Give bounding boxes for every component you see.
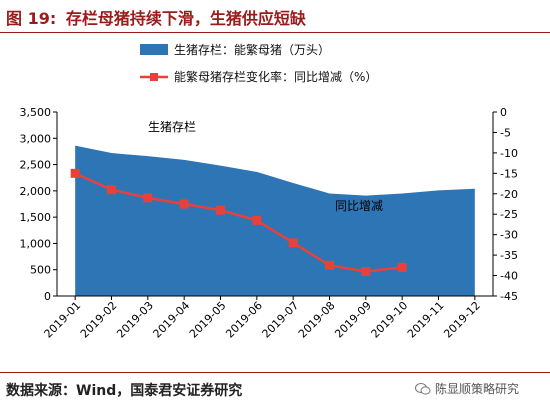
x-axis-tick-label: 2019-06	[223, 299, 265, 341]
line-marker	[107, 185, 116, 195]
right-axis: 0 -5 -10 -15 -20 -25 -30 -35 -40 -45	[492, 106, 518, 303]
line-marker	[216, 205, 225, 215]
annotation-line: 同比增减	[335, 199, 383, 213]
left-axis-tick-label: 1,000	[20, 237, 52, 250]
right-axis-tick-label: -45	[500, 290, 518, 303]
left-axis: 0 500 1,000 1,500 2,000 2,500 3,000 3,500	[20, 106, 58, 303]
watermark-text: 陈显顺策略研究	[435, 382, 520, 396]
left-axis-tick-label: 0	[44, 290, 51, 303]
right-axis-tick-label: 0	[500, 106, 507, 119]
x-axis-tick-label: 2019-03	[114, 299, 156, 341]
figure-title-text: 存栏母猪持续下滑，生猪供应短缺	[65, 9, 306, 28]
wechat-icon	[415, 382, 431, 395]
right-axis-tick-label: -5	[500, 126, 511, 139]
line-marker	[143, 193, 153, 203]
title-divider	[0, 32, 550, 33]
line-marker	[70, 168, 80, 178]
legend-label-area: 生猪存栏：能繁母猪（万头）	[174, 42, 330, 57]
line-marker	[361, 266, 371, 276]
left-axis-tick-label: 500	[30, 264, 51, 277]
x-axis-tick-label: 2019-09	[332, 299, 374, 341]
line-marker	[325, 260, 334, 270]
x-axis-tick-label: 2019-12	[441, 299, 483, 341]
x-axis-tick-label: 2019-08	[296, 299, 338, 341]
x-axis: 2019-012019-022019-032019-042019-052019-…	[42, 295, 493, 341]
legend-swatch-marker	[150, 73, 158, 81]
chart: 生猪存栏：能繁母猪（万头） 能繁母猪存栏变化率：同比增减（%） 0 500 1,000…	[20, 42, 518, 341]
x-axis-tick-label: 2019-05	[187, 299, 229, 341]
title-bar: 图 19: 存栏母猪持续下滑，生猪供应短缺	[0, 0, 550, 32]
x-axis-tick-label: 2019-07	[260, 299, 302, 341]
watermark: 陈显顺策略研究	[415, 380, 519, 397]
figure-title: 图 19: 存栏母猪持续下滑，生猪供应短缺	[6, 5, 306, 29]
line-marker	[252, 215, 262, 225]
line-series-yoy-change	[74, 172, 403, 273]
legend-swatch-area	[140, 44, 168, 55]
x-axis-tick-label: 2019-01	[42, 299, 84, 341]
footer-divider	[0, 372, 550, 373]
x-axis-tick-label: 2019-02	[78, 299, 120, 341]
left-axis-tick-label: 3,500	[20, 106, 52, 119]
left-axis-tick-label: 2,000	[20, 185, 52, 198]
line-marker	[179, 199, 189, 209]
legend: 生猪存栏：能繁母猪（万头） 能繁母猪存栏变化率：同比增减（%）	[140, 42, 377, 84]
left-axis-tick-label: 2,500	[20, 159, 52, 172]
right-axis-tick-label: -30	[500, 229, 518, 242]
right-axis-tick-label: -40	[500, 270, 518, 283]
legend-label-line: 能繁母猪存栏变化率：同比增减（%）	[174, 69, 377, 84]
area-series-sow-inventory	[75, 145, 475, 296]
right-axis-tick-label: -25	[500, 208, 518, 221]
right-axis-tick-label: -10	[500, 147, 518, 160]
right-axis-tick-label: -15	[500, 167, 518, 180]
line-marker	[288, 238, 298, 248]
source-note: 数据来源：Wind，国泰君安证券研究	[6, 383, 243, 399]
right-axis-tick-label: -20	[500, 188, 518, 201]
plot-area	[70, 145, 475, 296]
x-axis-tick-label: 2019-10	[369, 299, 411, 341]
left-axis-tick-label: 1,500	[20, 211, 52, 224]
annotation-area: 生猪存栏	[148, 119, 196, 134]
left-axis-tick-label: 3,000	[20, 132, 52, 145]
figure-label: 图 19:	[6, 9, 57, 28]
line-marker	[397, 262, 407, 272]
right-axis-tick-label: -35	[500, 249, 518, 262]
x-axis-tick-label: 2019-04	[151, 299, 193, 341]
x-axis-tick-label: 2019-11	[405, 299, 447, 341]
